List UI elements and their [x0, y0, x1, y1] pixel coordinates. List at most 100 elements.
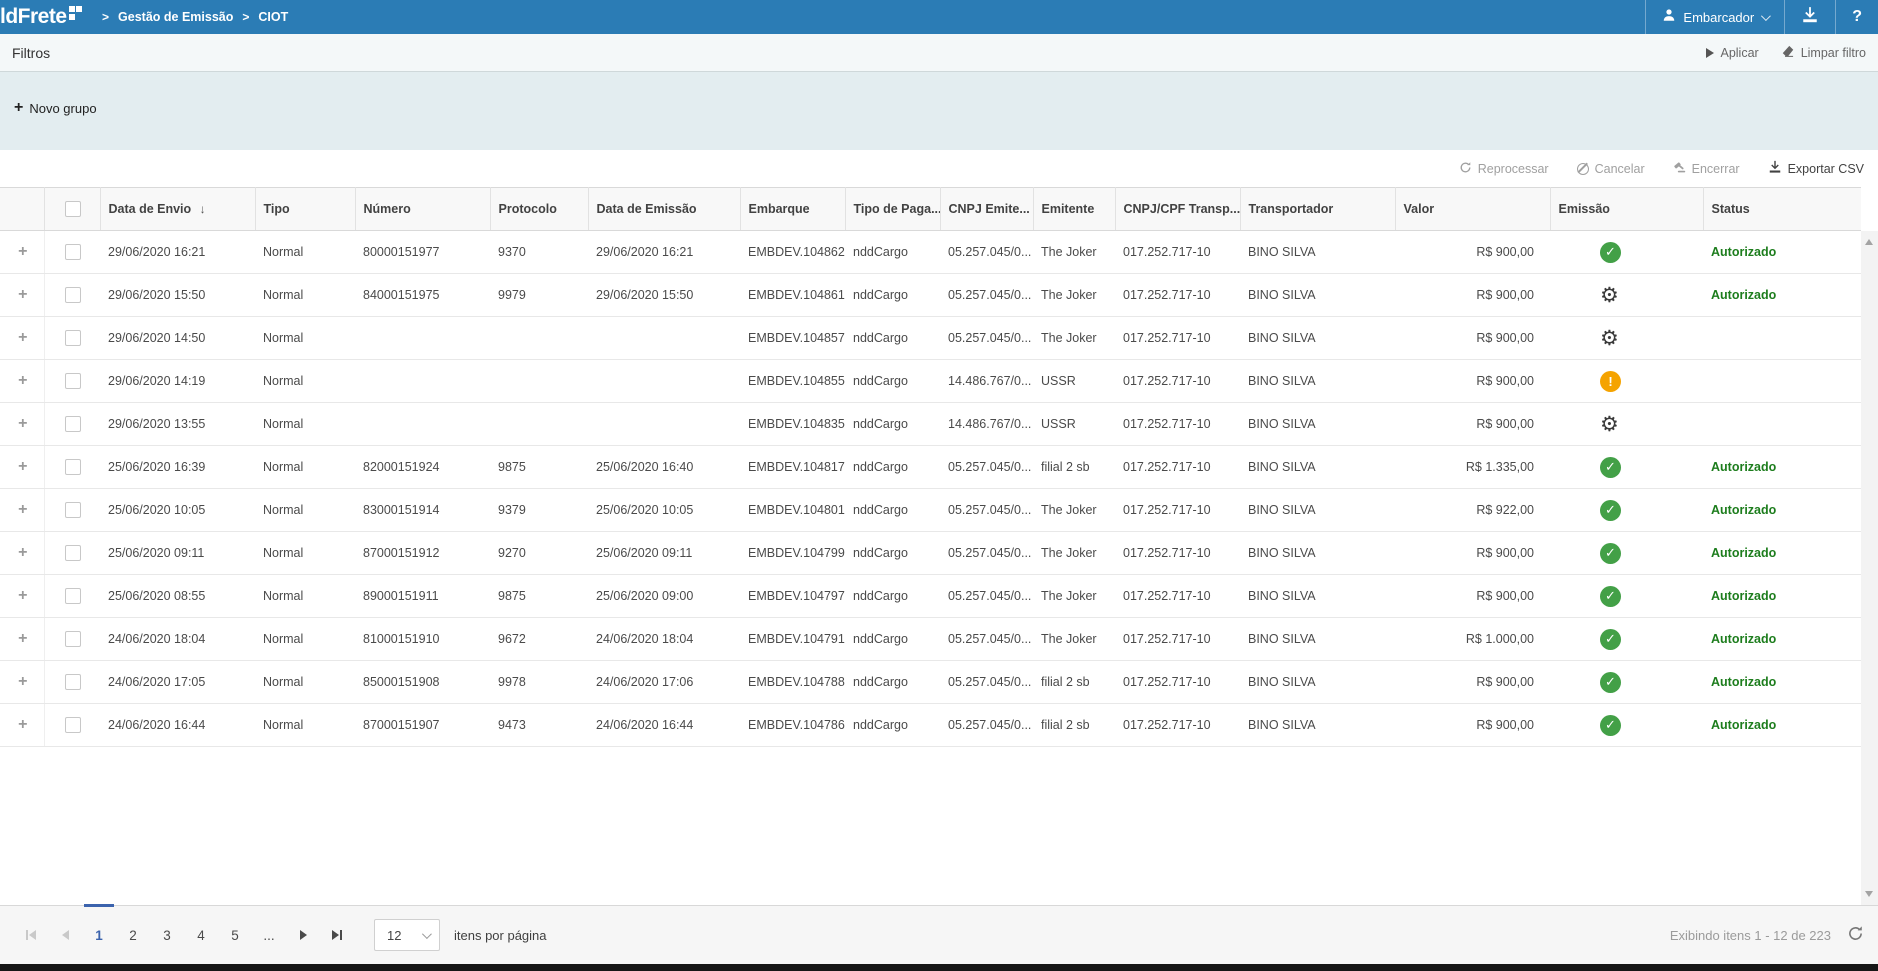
row-checkbox[interactable]: [65, 631, 81, 647]
emission-processing-icon[interactable]: ⚙: [1600, 283, 1619, 307]
cell-transportador: BINO SILVA: [1240, 489, 1395, 532]
expand-row-button[interactable]: +: [18, 630, 27, 648]
pager-page-4[interactable]: 4: [184, 918, 218, 952]
cell-valor: R$ 1.335,00: [1395, 446, 1550, 489]
pager-page-1[interactable]: 1: [82, 918, 116, 952]
page-size-select[interactable]: 12: [374, 919, 440, 951]
expand-row-button[interactable]: +: [18, 587, 27, 605]
pager-first-button[interactable]: [14, 918, 48, 952]
breadcrumb-item-gestao[interactable]: Gestão de Emissão: [118, 10, 233, 24]
header-protocolo[interactable]: Protocolo: [490, 188, 588, 231]
emission-processing-icon[interactable]: ⚙: [1600, 326, 1619, 350]
emission-success-icon: ✓: [1600, 629, 1621, 650]
pager-page-2[interactable]: 2: [116, 918, 150, 952]
row-checkbox[interactable]: [65, 330, 81, 346]
cell-numero: 87000151907: [355, 704, 490, 747]
refresh-icon: [1459, 161, 1472, 177]
header-data-envio[interactable]: Data de Envio ↓: [100, 188, 255, 231]
row-checkbox[interactable]: [65, 416, 81, 432]
row-checkbox[interactable]: [65, 588, 81, 604]
scroll-down-icon[interactable]: [1865, 891, 1873, 897]
cell-cnpj-emitente: 05.257.045/0...: [940, 489, 1033, 532]
header-data-emissao[interactable]: Data de Emissão: [588, 188, 740, 231]
scroll-up-icon[interactable]: [1865, 239, 1873, 245]
header-cnpj-emitente[interactable]: CNPJ Emite...: [940, 188, 1033, 231]
expand-row-button[interactable]: +: [18, 372, 27, 390]
cell-emitente: The Joker: [1033, 274, 1115, 317]
header-tipo[interactable]: Tipo: [255, 188, 355, 231]
row-checkbox[interactable]: [65, 717, 81, 733]
export-csv-button[interactable]: Exportar CSV: [1768, 160, 1864, 177]
row-checkbox[interactable]: [65, 244, 81, 260]
new-group-button[interactable]: + Novo grupo: [14, 100, 97, 116]
apply-filter-button[interactable]: Aplicar: [1706, 44, 1758, 61]
cell-data-emissao: 29/06/2020 15:50: [588, 274, 740, 317]
vertical-scrollbar[interactable]: [1861, 231, 1878, 905]
cell-embarque: EMBDEV.104861: [740, 274, 845, 317]
pager-page-5[interactable]: 5: [218, 918, 252, 952]
help-icon: ?: [1852, 8, 1862, 26]
row-checkbox[interactable]: [65, 502, 81, 518]
cell-tipo-pagamento: nddCargo: [845, 231, 940, 274]
header-emitente[interactable]: Emitente: [1033, 188, 1115, 231]
header-tipo-pagamento[interactable]: Tipo de Paga...: [845, 188, 940, 231]
header-emissao[interactable]: Emissão: [1550, 188, 1703, 231]
cell-transportador: BINO SILVA: [1240, 704, 1395, 747]
emission-processing-icon[interactable]: ⚙: [1600, 412, 1619, 436]
header-status[interactable]: Status: [1703, 188, 1861, 231]
expand-row-button[interactable]: +: [18, 544, 27, 562]
reprocess-label: Reprocessar: [1478, 162, 1549, 176]
cell-data-emissao: 25/06/2020 16:40: [588, 446, 740, 489]
gavel-icon: [1673, 161, 1686, 177]
select-all-checkbox[interactable]: [65, 201, 81, 217]
help-button[interactable]: ?: [1835, 0, 1878, 34]
pager-last-button[interactable]: [320, 918, 354, 952]
cell-numero: 84000151975: [355, 274, 490, 317]
pager-next-button[interactable]: [286, 918, 320, 952]
expand-row-button[interactable]: +: [18, 415, 27, 433]
expand-row-button[interactable]: +: [18, 458, 27, 476]
emission-success-icon: ✓: [1600, 500, 1621, 521]
header-transportador[interactable]: Transportador: [1240, 188, 1395, 231]
header-valor[interactable]: Valor: [1395, 188, 1550, 231]
row-checkbox[interactable]: [65, 373, 81, 389]
prev-page-icon: [62, 930, 69, 940]
expand-row-button[interactable]: +: [18, 243, 27, 261]
cell-data-envio: 25/06/2020 16:39: [100, 446, 255, 489]
cell-embarque: EMBDEV.104817: [740, 446, 845, 489]
clear-filter-button[interactable]: Limpar filtro: [1781, 44, 1866, 61]
cancel-button[interactable]: Cancelar: [1577, 162, 1645, 176]
header-cnpj-transportador[interactable]: CNPJ/CPF Transp...: [1115, 188, 1240, 231]
cell-emissao: ✓: [1550, 661, 1703, 704]
pager-page-3[interactable]: 3: [150, 918, 184, 952]
cell-valor: R$ 900,00: [1395, 704, 1550, 747]
cell-status: Autorizado: [1703, 618, 1861, 661]
header-embarque[interactable]: Embarque: [740, 188, 845, 231]
cancel-icon: [1577, 163, 1589, 175]
cell-tipo: Normal: [255, 704, 355, 747]
row-checkbox[interactable]: [65, 545, 81, 561]
cell-status: [1703, 403, 1861, 446]
refresh-button[interactable]: [1847, 925, 1864, 945]
pager-prev-button[interactable]: [48, 918, 82, 952]
reprocess-button[interactable]: Reprocessar: [1459, 161, 1549, 177]
expand-row-button[interactable]: +: [18, 329, 27, 347]
emission-success-icon: ✓: [1600, 586, 1621, 607]
top-bar: ldFrete > Gestão de Emissão > CIOT Embar…: [0, 0, 1878, 34]
cell-tipo-pagamento: nddCargo: [845, 575, 940, 618]
header-numero[interactable]: Número: [355, 188, 490, 231]
download-button[interactable]: [1784, 0, 1835, 34]
cell-emissao: ✓: [1550, 704, 1703, 747]
expand-row-button[interactable]: +: [18, 716, 27, 734]
finish-button[interactable]: Encerrar: [1673, 161, 1740, 177]
expand-row-button[interactable]: +: [18, 286, 27, 304]
breadcrumb-item-ciot[interactable]: CIOT: [258, 10, 288, 24]
cell-valor: R$ 900,00: [1395, 532, 1550, 575]
row-checkbox[interactable]: [65, 674, 81, 690]
user-menu-button[interactable]: Embarcador: [1645, 0, 1784, 34]
row-checkbox[interactable]: [65, 459, 81, 475]
row-checkbox[interactable]: [65, 287, 81, 303]
expand-row-button[interactable]: +: [18, 673, 27, 691]
app-logo[interactable]: ldFrete: [0, 5, 82, 29]
expand-row-button[interactable]: +: [18, 501, 27, 519]
